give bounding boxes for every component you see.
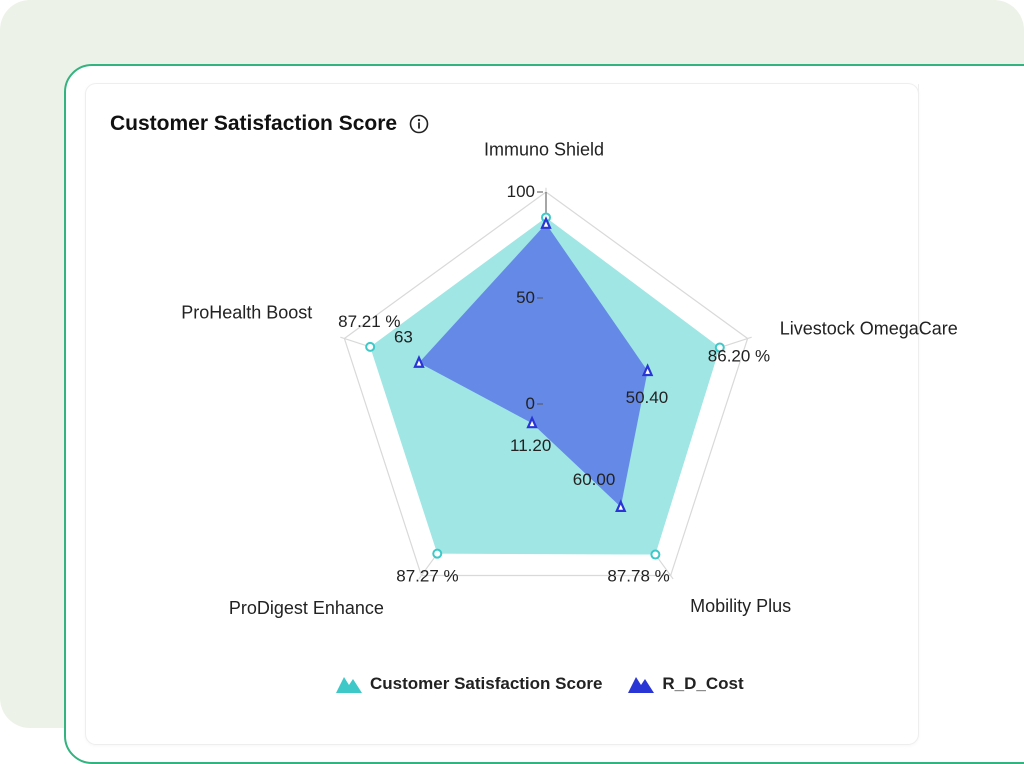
category-label: ProDigest Enhance: [229, 598, 384, 618]
mountain-teal-icon: [336, 677, 362, 693]
legend-label: Customer Satisfaction Score: [370, 674, 603, 693]
data-label: 50.40: [626, 388, 669, 407]
data-label: 87.27 %: [396, 567, 458, 586]
radar-series-areas: [370, 217, 720, 555]
radar-axis-ticks: 0 50 100: [507, 182, 543, 413]
legend-item-rd-cost[interactable]: R_D_Cost: [628, 674, 744, 694]
legend-item-customer-satisfaction[interactable]: Customer Satisfaction Score: [336, 674, 602, 694]
info-circle-icon[interactable]: [409, 114, 429, 134]
radar-data-labels: 86.20 % 87.78 % 87.27 % 87.21 % 50.40 60.00 11…: [338, 312, 770, 586]
data-label: 11.20: [510, 436, 551, 455]
data-point: [615, 499, 627, 513]
category-label: Immuno Shield: [484, 139, 604, 159]
card-title: Customer Satisfaction Score: [110, 112, 398, 135]
data-label: 87.21 %: [338, 312, 400, 331]
data-label: 86.20 %: [708, 347, 770, 366]
card-header: Customer Satisfaction Score: [110, 110, 429, 138]
data-point: [432, 548, 443, 559]
data-point: [365, 341, 376, 352]
data-label: 63: [394, 328, 413, 347]
tick-label: 50: [516, 288, 535, 307]
grid-ring: [343, 191, 749, 577]
data-point: [540, 216, 552, 229]
data-point: [526, 415, 538, 429]
category-label: Livestock OmegaCare: [780, 319, 958, 339]
mountain-blue-icon: [628, 677, 655, 693]
data-label: 87.78 %: [607, 567, 669, 586]
data-point: [650, 549, 661, 560]
tick-label: 100: [507, 182, 535, 201]
radar-chart: 0 50 100 86.20 % 87.78 % 87.27 % 87.21 % 50.40…: [181, 139, 958, 618]
radar-category-labels: Immuno Shield Livestock OmegaCare Mobility…: [181, 139, 958, 618]
category-label: ProHealth Boost: [181, 303, 312, 323]
category-label: Mobility Plus: [690, 596, 791, 616]
legend-label: R_D_Cost: [662, 674, 744, 693]
data-point: [641, 363, 654, 377]
tick-label: 0: [526, 394, 535, 413]
series-area: [418, 223, 648, 507]
card-divider: [918, 84, 919, 146]
chart-legend: Customer Satisfaction Score R_D_Cost: [336, 672, 770, 696]
data-label: 60.00: [573, 470, 616, 489]
radar-markers: [365, 212, 725, 560]
data-point: [413, 355, 425, 368]
data-point: [714, 342, 725, 353]
